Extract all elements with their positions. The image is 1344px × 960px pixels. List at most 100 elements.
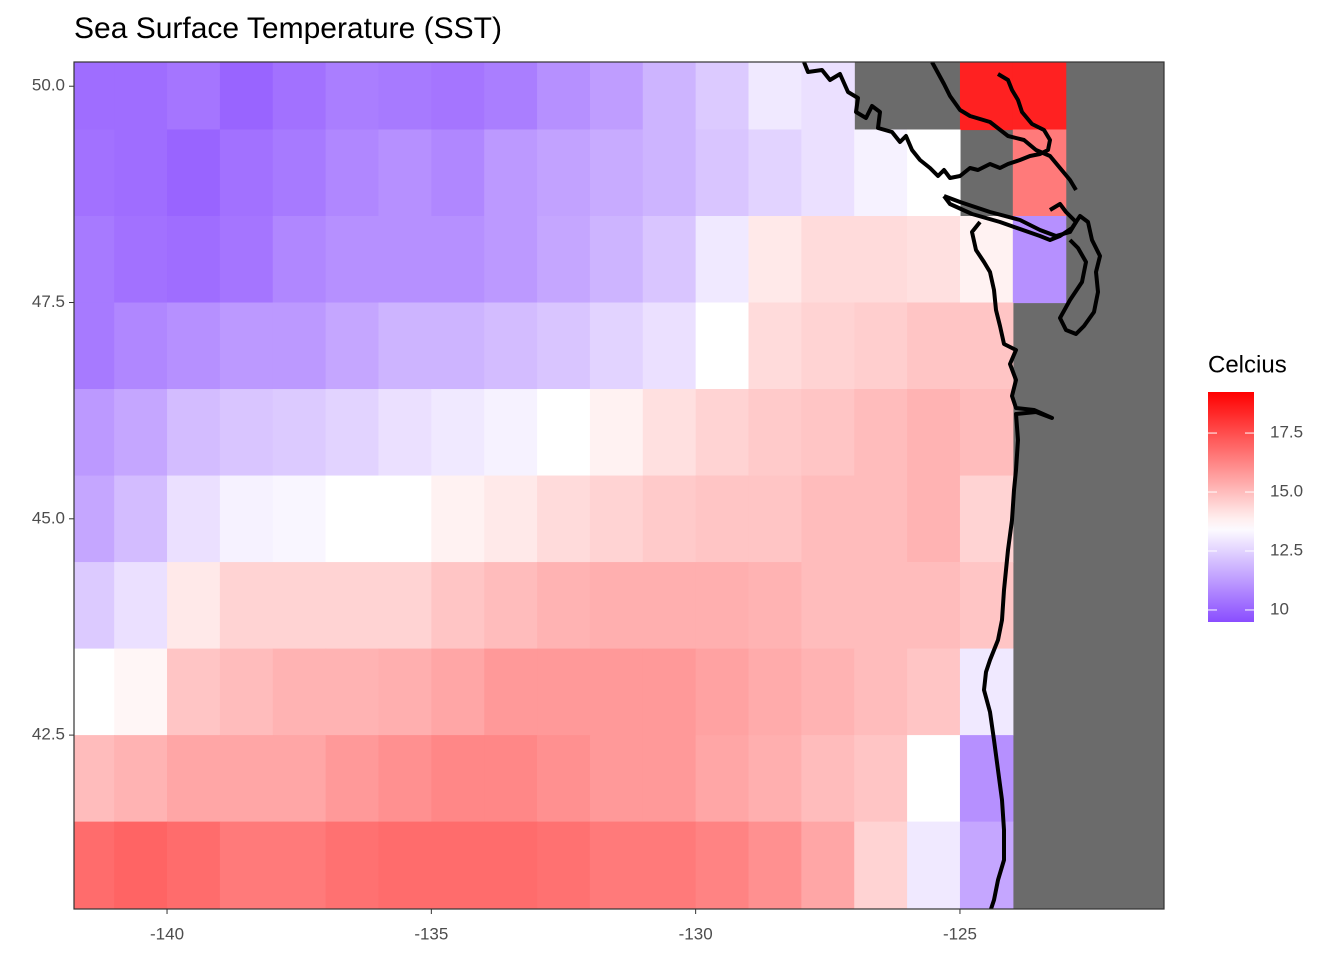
legend-tick-label: 12.5: [1270, 540, 1303, 559]
cell: [167, 475, 221, 563]
y-tick-label: 42.5: [32, 725, 65, 744]
cell: [167, 562, 221, 650]
cell: [378, 735, 432, 823]
cell: [378, 648, 432, 736]
cell: [74, 62, 115, 131]
cell: [431, 475, 485, 563]
cell: [74, 216, 115, 304]
cell: [959, 62, 1014, 131]
cell: [431, 562, 485, 650]
cell: [589, 562, 644, 650]
cell: [484, 129, 538, 217]
cell: [589, 389, 644, 477]
cell: [431, 62, 485, 131]
legend-tick-label: 10: [1270, 599, 1289, 618]
cell: [325, 216, 380, 304]
cell: [589, 302, 644, 390]
cell: [219, 648, 274, 736]
cell: [854, 648, 908, 736]
cell: [325, 62, 380, 131]
cell: [431, 302, 485, 390]
cell: [801, 648, 855, 736]
cell: [219, 302, 274, 390]
cell: [378, 129, 432, 217]
cell: [378, 562, 432, 650]
x-tick-label: -130: [679, 924, 713, 943]
cell: [74, 821, 115, 909]
cell: [114, 562, 168, 650]
cell: [748, 735, 802, 823]
panel-border: [73, 61, 1165, 910]
cell: [74, 129, 115, 217]
cell: [695, 302, 750, 390]
cell: [748, 648, 802, 736]
cell: [74, 389, 115, 477]
cell: [642, 735, 697, 823]
cell: [272, 562, 327, 650]
cell: [114, 216, 168, 304]
cell: [1012, 129, 1067, 217]
cell: [484, 302, 538, 390]
cell: [431, 648, 485, 736]
cell: [959, 216, 1014, 304]
y-tick-label: 45.0: [32, 508, 65, 527]
cell: [537, 302, 591, 390]
cell: [74, 735, 115, 823]
coastline: [802, 62, 1102, 909]
cell: [642, 821, 697, 909]
cell: [272, 648, 327, 736]
cell: [589, 129, 644, 217]
cell: [642, 389, 697, 477]
cell: [272, 62, 327, 131]
cell: [695, 648, 750, 736]
cell: [74, 475, 115, 563]
cell: [537, 389, 591, 477]
x-tick-label: -140: [150, 924, 184, 943]
cell: [537, 216, 591, 304]
cell: [167, 129, 221, 217]
cell: [219, 562, 274, 650]
cell: [272, 475, 327, 563]
cell: [74, 302, 115, 390]
cell: [695, 475, 750, 563]
cell: [484, 821, 538, 909]
cell: [589, 62, 644, 131]
cell: [1012, 62, 1067, 131]
cell: [537, 821, 591, 909]
cell: [748, 562, 802, 650]
cell: [854, 129, 908, 217]
cell: [378, 821, 432, 909]
cell: [642, 648, 697, 736]
cell: [854, 389, 908, 477]
cell: [854, 475, 908, 563]
cell: [642, 62, 697, 131]
cell: [378, 389, 432, 477]
cell: [484, 735, 538, 823]
cell: [431, 735, 485, 823]
coast-path: [970, 220, 1054, 909]
cell: [167, 216, 221, 304]
cell: [748, 129, 802, 217]
cell: [589, 216, 644, 304]
cell: [537, 62, 591, 131]
cell: [378, 475, 432, 563]
coast-path: [802, 62, 1052, 180]
cell: [959, 475, 1014, 563]
cell: [219, 735, 274, 823]
cell: [801, 216, 855, 304]
cell: [114, 648, 168, 736]
cell: [431, 216, 485, 304]
cell: [431, 389, 485, 477]
cell: [748, 389, 802, 477]
cell: [695, 821, 750, 909]
cell: [114, 821, 168, 909]
cell: [801, 562, 855, 650]
cell: [907, 821, 961, 909]
cell: [695, 216, 750, 304]
cell: [167, 648, 221, 736]
cell: [907, 735, 961, 823]
cell: [748, 475, 802, 563]
cell: [854, 735, 908, 823]
legend-tick-label: 17.5: [1270, 423, 1303, 442]
